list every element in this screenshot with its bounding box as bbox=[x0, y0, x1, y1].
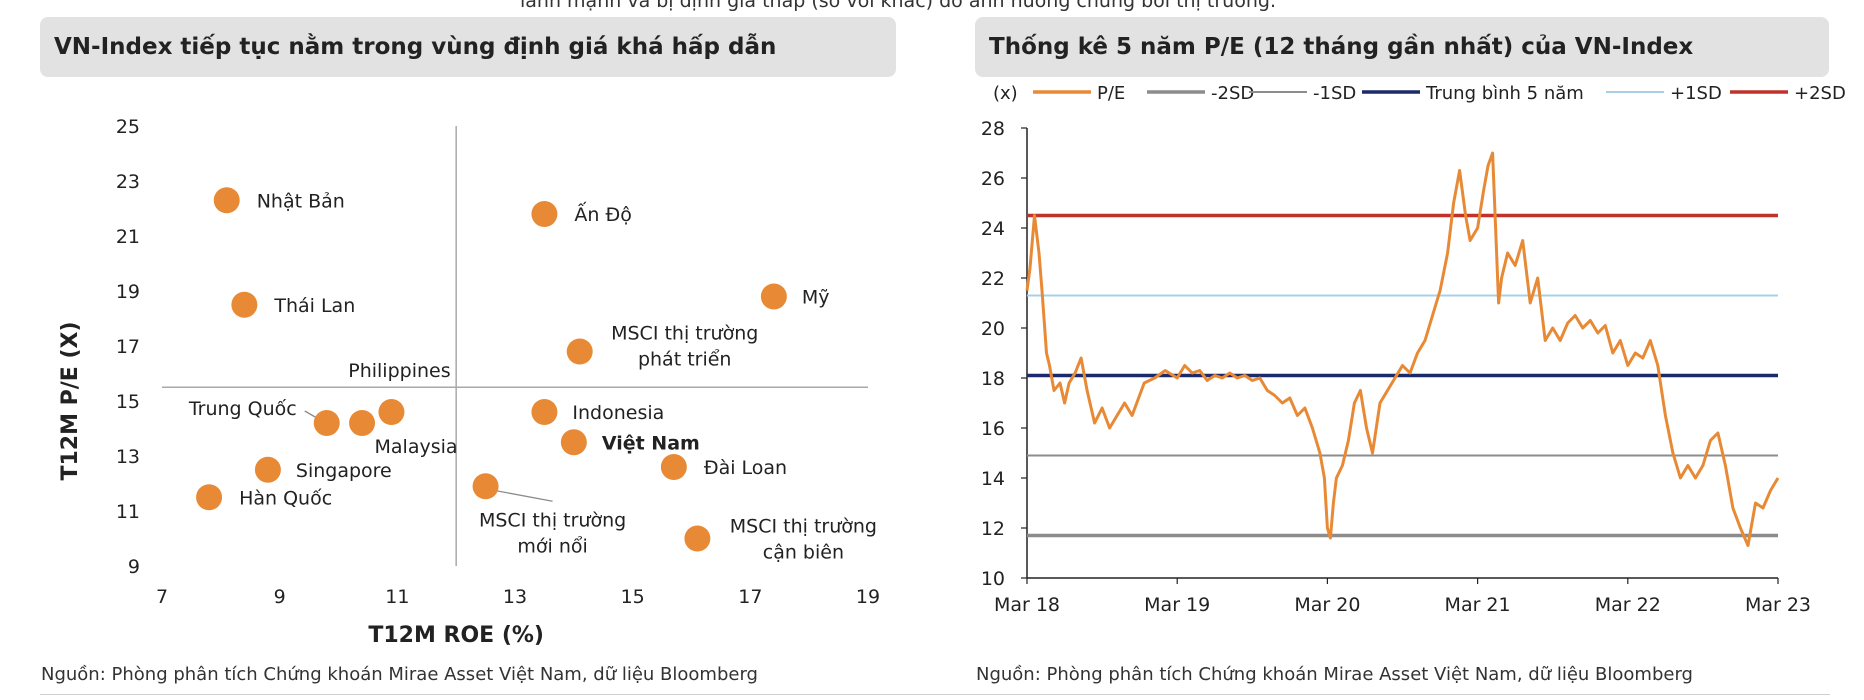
x-tick-label: 7 bbox=[156, 586, 168, 608]
point-label: Philippines bbox=[348, 360, 450, 382]
scatter-point bbox=[196, 484, 223, 511]
x-tick-label: Mar 23 bbox=[1745, 594, 1811, 616]
point-label: MSCI thị trường mới nổi bbox=[479, 509, 626, 557]
y-tick-label: 20 bbox=[981, 318, 1005, 340]
scatter-point bbox=[560, 429, 587, 456]
point-label: Nhật Bản bbox=[257, 190, 345, 212]
y-tick-label: 15 bbox=[116, 391, 140, 413]
legend-label: P/E bbox=[1097, 83, 1125, 104]
x-tick-label: Mar 19 bbox=[1144, 594, 1210, 616]
x-axis-title: T12M ROE (%) bbox=[368, 623, 544, 648]
scatter-point bbox=[566, 338, 593, 365]
y-tick-label: 16 bbox=[981, 418, 1005, 440]
right-chart-title: Thống kê 5 năm P/E (12 tháng gần nhất) c… bbox=[975, 17, 1829, 77]
scatter-point bbox=[213, 187, 240, 214]
point-label: Việt Nam bbox=[602, 432, 700, 454]
legend-label: +1SD bbox=[1670, 83, 1722, 104]
point-label: Singapore bbox=[296, 460, 392, 482]
x-tick-label: 19 bbox=[856, 586, 880, 608]
left-chart-title: VN-Index tiếp tục nằm trong vùng định gi… bbox=[40, 17, 896, 77]
y-tick-label: 25 bbox=[116, 116, 140, 138]
scatter-point bbox=[684, 525, 711, 552]
point-label: Thái Lan bbox=[273, 295, 355, 317]
y-tick-label: 10 bbox=[981, 568, 1005, 590]
truncated-paragraph: lành mạnh và bị định giá thấp (so với kh… bbox=[520, 0, 1276, 12]
point-label: MSCI thị trường phát triển bbox=[611, 323, 758, 371]
y-tick-label: 14 bbox=[981, 468, 1005, 490]
pe-line-chart: (x) P/E -2SD -1SD Trung bình 5 năm +1SD +2SD 10… bbox=[981, 83, 1846, 616]
bottom-divider bbox=[40, 694, 1830, 695]
x-tick-label: Mar 22 bbox=[1595, 594, 1661, 616]
x-tick-label: Mar 21 bbox=[1445, 594, 1511, 616]
scatter-point bbox=[531, 399, 558, 425]
y-tick-label: 19 bbox=[116, 281, 140, 303]
point-label: Hàn Quốc bbox=[239, 487, 332, 509]
scatter-point bbox=[254, 456, 281, 483]
left-source-note: Nguồn: Phòng phân tích Chứng khoán Mirae… bbox=[41, 664, 758, 685]
y-tick-label: 17 bbox=[116, 336, 140, 358]
point-label: Mỹ bbox=[802, 287, 830, 309]
point-label: Ấn Độ bbox=[574, 201, 631, 226]
pe-series-line bbox=[1025, 151, 1780, 547]
point-label: Indonesia bbox=[572, 402, 664, 424]
y-axis-title: T12M P/E (X) bbox=[58, 321, 83, 480]
y-tick-label: 18 bbox=[981, 368, 1005, 390]
x-tick-label: 11 bbox=[385, 586, 409, 608]
y-tick-label: 11 bbox=[116, 501, 140, 523]
y-tick-label: 21 bbox=[116, 226, 140, 248]
y-tick-label: 9 bbox=[128, 556, 140, 578]
y-tick-label: 22 bbox=[981, 268, 1005, 290]
point-label: Đài Loan bbox=[704, 457, 787, 479]
y-tick-label: 28 bbox=[981, 118, 1005, 140]
y-tick-label: 26 bbox=[981, 168, 1005, 190]
y-tick-label: 24 bbox=[981, 218, 1005, 240]
scatter-point bbox=[531, 201, 558, 227]
scatter-point bbox=[760, 283, 787, 310]
right-source-note: Nguồn: Phòng phân tích Chứng khoán Mirae… bbox=[976, 664, 1693, 685]
point-label: MSCI thị trường cận biên bbox=[730, 516, 877, 564]
scatter-point bbox=[349, 410, 376, 436]
point-label: Malaysia bbox=[375, 436, 458, 458]
scatter-point bbox=[660, 454, 687, 480]
legend-label: +2SD bbox=[1794, 83, 1846, 104]
x-tick-label: 15 bbox=[621, 586, 645, 608]
x-tick-label: Mar 20 bbox=[1294, 594, 1360, 616]
legend-label: -1SD bbox=[1313, 83, 1356, 104]
y-tick-label: 12 bbox=[981, 518, 1005, 540]
scatter-point bbox=[472, 473, 499, 500]
y-tick-label: 23 bbox=[116, 171, 140, 193]
legend-label: Trung bình 5 năm bbox=[1425, 83, 1584, 104]
y-tick-label: 13 bbox=[116, 446, 140, 468]
legend-label: -2SD bbox=[1211, 83, 1254, 104]
unit-label: (x) bbox=[993, 83, 1018, 104]
x-tick-label: 13 bbox=[503, 586, 527, 608]
label-leader-line bbox=[493, 489, 553, 502]
point-label: Trung Quốc bbox=[188, 398, 297, 420]
scatter-point bbox=[231, 291, 258, 318]
x-tick-label: Mar 18 bbox=[994, 594, 1060, 616]
scatter-point bbox=[378, 399, 405, 425]
scatter-point bbox=[313, 410, 340, 436]
x-tick-label: 17 bbox=[738, 586, 762, 608]
x-tick-label: 9 bbox=[274, 586, 286, 608]
